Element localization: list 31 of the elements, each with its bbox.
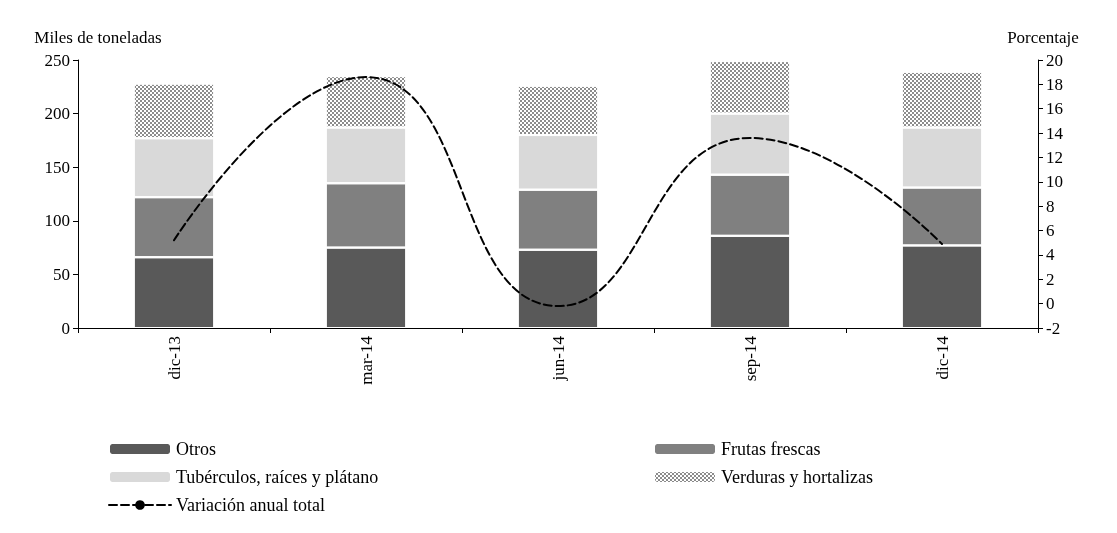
y2-tick-label: 12	[1046, 147, 1063, 167]
y2-tick-label: 8	[1046, 196, 1055, 216]
y-tick-label: 50	[53, 264, 70, 284]
y2-tick-label: 0	[1046, 294, 1055, 314]
x-tick-label: sep-14	[740, 335, 760, 382]
y2-tick-label: 10	[1046, 172, 1063, 192]
y2-tick-label: 14	[1046, 123, 1064, 143]
y2-tick-label: 6	[1046, 221, 1055, 241]
x-tick-label: mar-14	[356, 335, 376, 385]
y2-tick-label: 20	[1046, 50, 1063, 70]
y-tick-label: 100	[44, 211, 70, 231]
x-tick-label: jun-14	[548, 335, 568, 382]
legend-label: Verduras y hortalizas	[721, 467, 873, 487]
y2-tick-label: 2	[1046, 269, 1055, 289]
y2-tick-label: -2	[1046, 318, 1061, 338]
y2-tick-label: 4	[1046, 245, 1055, 265]
y-axis-title: Miles de toneladas	[34, 28, 162, 47]
x-tick-label: dic-14	[932, 335, 952, 380]
y-tick-label: 250	[44, 50, 70, 70]
y-tick-label: 200	[44, 104, 70, 124]
y2-axis-title: Porcentaje	[1007, 28, 1079, 47]
y-tick-label: 150	[44, 157, 70, 177]
x-tick-label: dic-13	[164, 336, 184, 380]
legend-label: Tubérculos, raíces y plátano	[176, 467, 379, 487]
legend-label: Frutas frescas	[721, 439, 821, 459]
legend-label: Otros	[176, 439, 216, 459]
y2-tick-label: 18	[1046, 74, 1063, 94]
line-series	[173, 76, 943, 308]
y2-tick-label: 16	[1046, 99, 1063, 119]
legend-label: Variación anual total	[176, 495, 325, 515]
y-tick-label: 0	[61, 318, 70, 338]
